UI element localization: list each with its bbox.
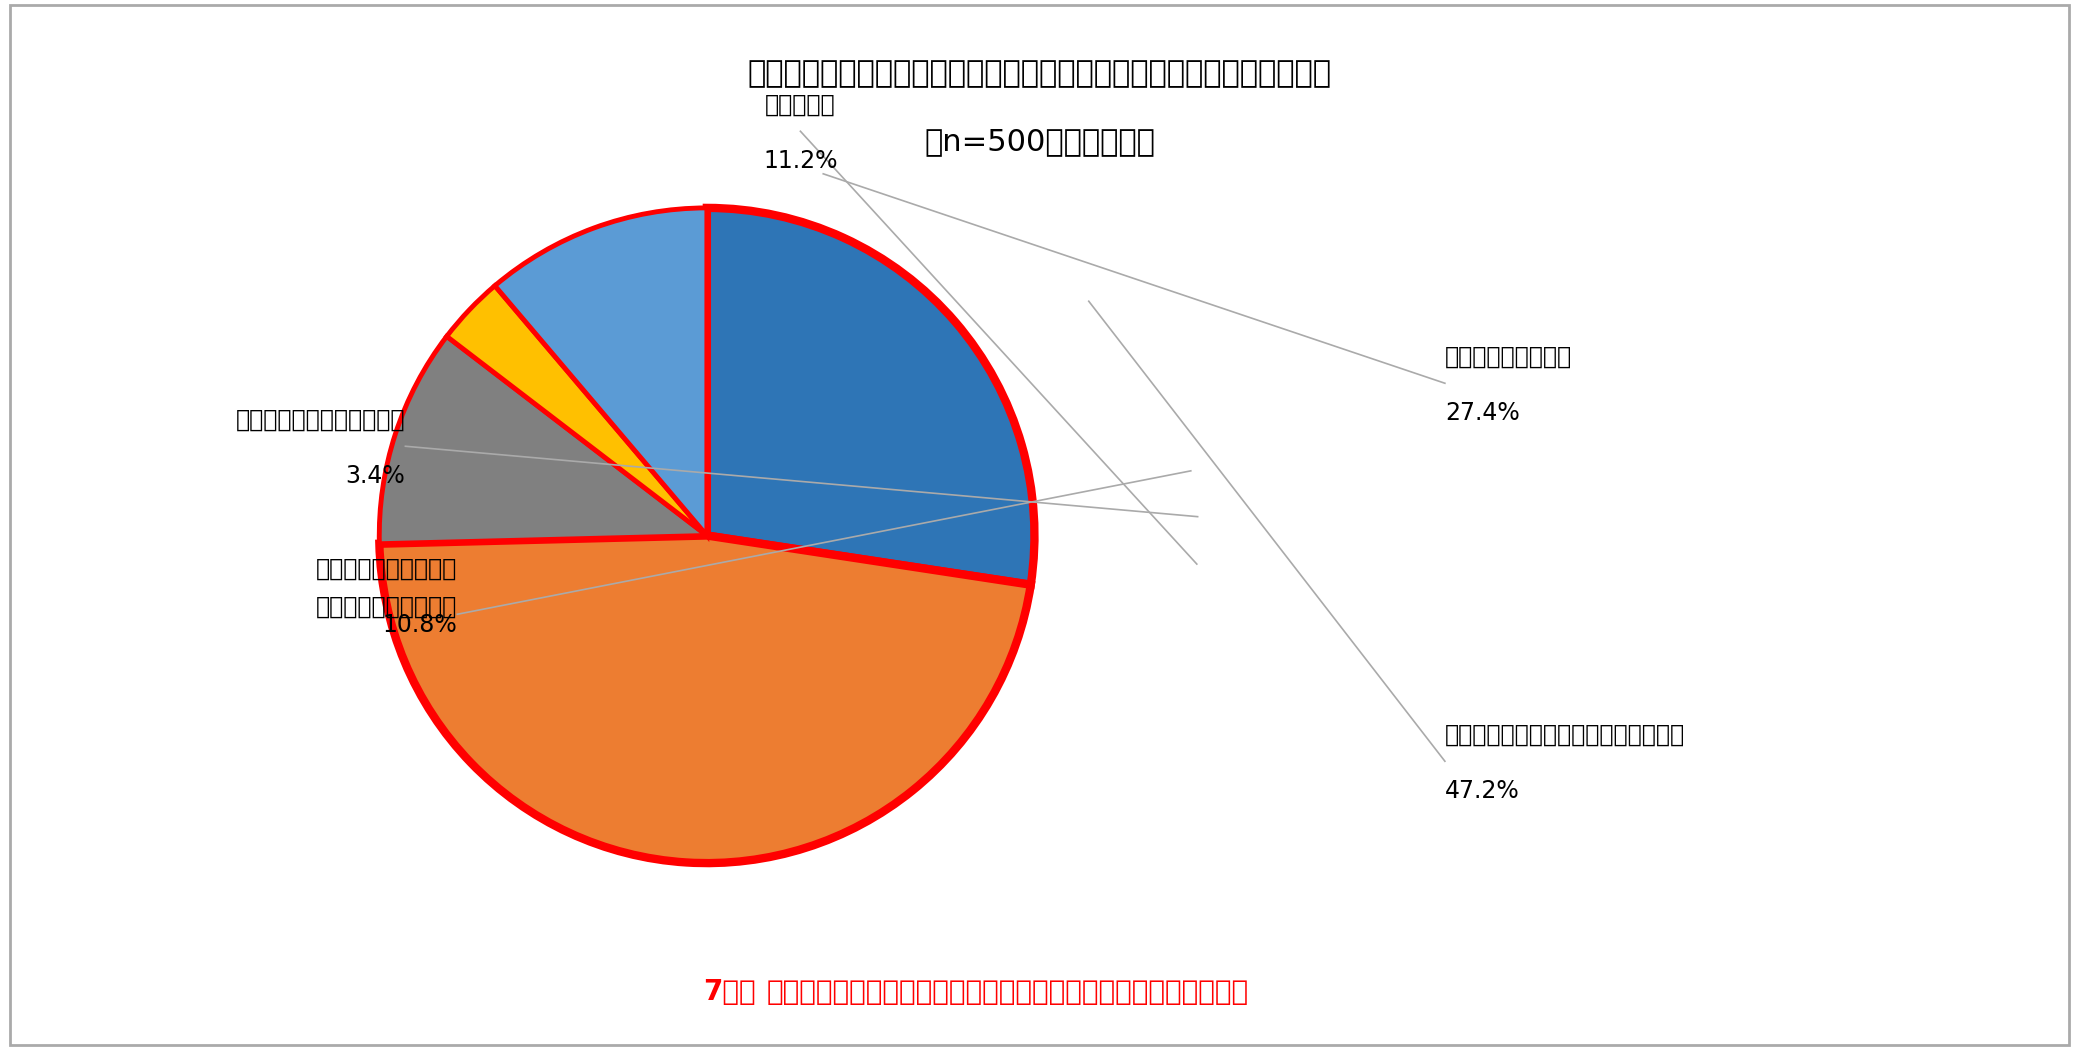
Wedge shape xyxy=(378,536,1031,863)
Text: どちらかというと進めるべきだと思う: どちらかというと進めるべきだと思う xyxy=(1445,723,1686,747)
Text: 分からない: 分からない xyxy=(765,93,836,117)
Text: どちらかというと進め: どちらかというと進め xyxy=(316,558,457,581)
Text: （n=500／単一回答）: （n=500／単一回答） xyxy=(923,127,1156,156)
Text: 進めるべきだと思う: 進めるべきだと思う xyxy=(1445,345,1572,369)
Text: 学校・保護者間の連絡手段のデジタル化を進めるべきだと思いますか？: 学校・保護者間の連絡手段のデジタル化を進めるべきだと思いますか？ xyxy=(748,59,1331,88)
Text: 11.2%: 11.2% xyxy=(763,149,838,172)
Wedge shape xyxy=(378,336,707,544)
Text: が学校・保護者間の連絡手段のデジタル化を進めるべきだと回答: が学校・保護者間の連絡手段のデジタル化を進めるべきだと回答 xyxy=(767,979,1249,1006)
Text: 進めないほうが良いと思う: 進めないほうが良いと思う xyxy=(235,408,405,432)
Text: 3.4%: 3.4% xyxy=(345,464,405,487)
Text: 7割超: 7割超 xyxy=(703,979,757,1006)
Wedge shape xyxy=(447,286,707,536)
Text: 27.4%: 27.4% xyxy=(1445,401,1520,424)
Text: るべきではないと思う: るべきではないと思う xyxy=(316,595,457,618)
Text: 10.8%: 10.8% xyxy=(383,613,457,636)
Wedge shape xyxy=(707,208,1035,585)
Text: 47.2%: 47.2% xyxy=(1445,779,1520,802)
Wedge shape xyxy=(495,208,707,536)
